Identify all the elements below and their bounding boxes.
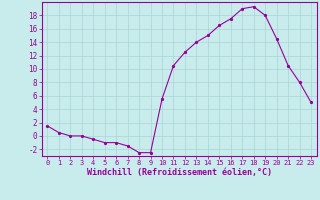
X-axis label: Windchill (Refroidissement éolien,°C): Windchill (Refroidissement éolien,°C) (87, 168, 272, 177)
